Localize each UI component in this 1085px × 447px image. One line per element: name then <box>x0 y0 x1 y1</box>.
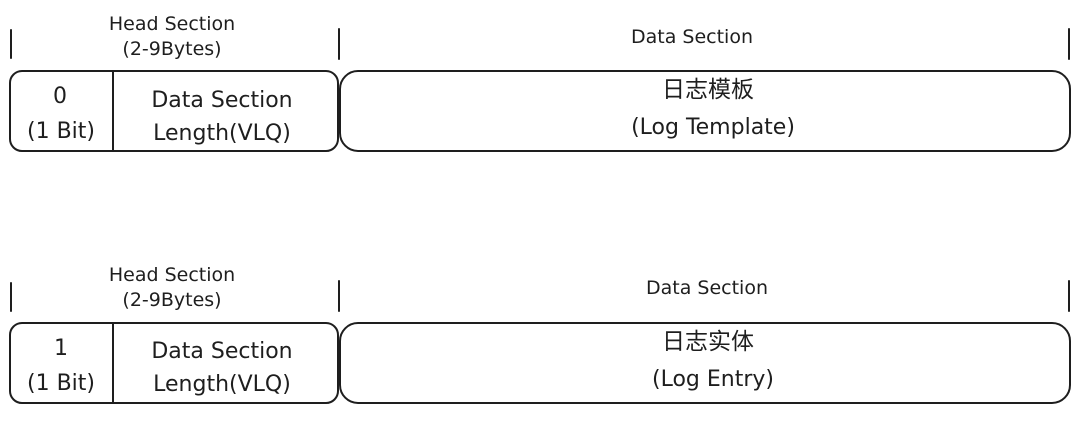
data-subtitle: (Log Entry) <box>652 367 774 392</box>
flag-value: 1 <box>54 336 68 361</box>
head-section-box <box>9 322 339 404</box>
length-label-line2: Length(VLQ) <box>153 121 291 146</box>
data-title: 日志模板 <box>662 77 754 103</box>
flag-value: 0 <box>53 84 67 109</box>
head-section-label: Head Section <box>109 264 235 286</box>
data-section-box <box>339 322 1071 404</box>
data-subtitle: (Log Template) <box>631 115 795 140</box>
data-title: 日志实体 <box>662 329 754 355</box>
flag-unit: (1 Bit) <box>27 119 95 144</box>
data-section-box <box>339 70 1071 152</box>
row-log-template: Head Section (2-9Bytes) Data Section 0 (… <box>9 13 1071 152</box>
flag-unit: (1 Bit) <box>27 371 95 396</box>
length-label-line1: Data Section <box>151 88 292 113</box>
length-label-line2: Length(VLQ) <box>153 372 291 397</box>
row-log-entry: Head Section (2-9Bytes) Data Section 1 (… <box>9 264 1071 404</box>
data-section-label: Data Section <box>646 277 768 299</box>
head-section-size-label: (2-9Bytes) <box>122 289 221 311</box>
head-section-size-label: (2-9Bytes) <box>122 38 221 60</box>
head-section-box <box>9 70 339 152</box>
data-section-label: Data Section <box>631 26 753 48</box>
length-label-line1: Data Section <box>151 339 292 364</box>
head-section-label: Head Section <box>109 13 235 35</box>
